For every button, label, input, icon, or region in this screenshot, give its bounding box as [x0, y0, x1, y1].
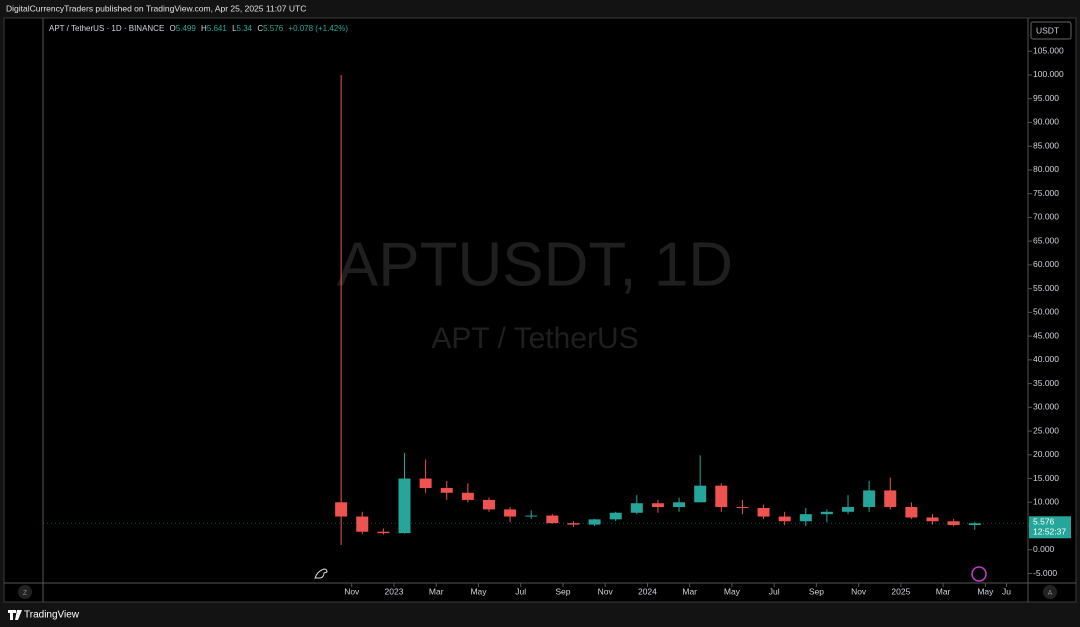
candle-body — [694, 485, 707, 503]
brand: TradingView — [24, 610, 80, 621]
candle-body — [335, 502, 348, 517]
chart-pane — [3, 17, 1077, 603]
legend-label: L — [232, 24, 237, 33]
y-tick-label: 0.000 — [1033, 544, 1055, 554]
x-tick-label: Mar — [429, 586, 444, 596]
watermark: APTUSDT, 1D — [337, 230, 733, 299]
x-tick-label: Nov — [851, 586, 867, 596]
countdown: 12:52:37 — [1033, 527, 1066, 537]
legend-value: 5.576 — [263, 24, 284, 33]
x-tick-label: Ju — [1002, 586, 1011, 596]
y-tick-label: 75.000 — [1033, 188, 1059, 198]
candle-body — [588, 519, 601, 525]
y-tick-label: 50.000 — [1033, 307, 1059, 317]
candle-body — [630, 503, 643, 513]
legend-value: 5.34 — [237, 24, 253, 33]
y-tick-label: 70.000 — [1033, 212, 1059, 222]
y-tick-label: 60.000 — [1033, 259, 1059, 269]
candle-body — [673, 502, 686, 508]
x-tick-label: May — [977, 586, 994, 596]
legend-change: +0.078 (+1.42%) — [288, 24, 348, 33]
legend-value: 5.499 — [176, 24, 197, 33]
candle-body — [461, 492, 474, 500]
tv-logo — [8, 610, 22, 620]
dino-icon — [314, 568, 328, 579]
candle-body — [757, 507, 770, 517]
candle-body — [884, 490, 897, 508]
x-tick-label: May — [470, 586, 487, 596]
y-tick-label: 85.000 — [1033, 140, 1059, 150]
x-tick-label: Sep — [555, 586, 570, 596]
candle-body — [947, 521, 960, 526]
currency-button[interactable] — [1030, 21, 1072, 40]
candle-body — [567, 523, 580, 525]
auto-label: A — [1048, 590, 1053, 597]
candle-body — [926, 517, 939, 522]
watermark-sub: APT / TetherUS — [431, 322, 638, 355]
x-tick-label: 2024 — [638, 586, 657, 596]
candle-body — [504, 509, 517, 517]
y-tick-label: 90.000 — [1033, 117, 1059, 127]
x-tick-label: Sep — [809, 586, 824, 596]
candle-body — [863, 490, 876, 508]
candle-body — [651, 503, 664, 508]
legend-value: 5.641 — [207, 24, 228, 33]
currency: USDT — [1036, 25, 1059, 35]
x-tick-label: Mar — [682, 586, 697, 596]
y-tick-label: 80.000 — [1033, 164, 1059, 174]
y-tick-label: 10.000 — [1033, 497, 1059, 507]
candle-body — [482, 499, 495, 510]
legend-label: O — [170, 24, 176, 33]
candle-body — [842, 507, 855, 512]
x-tick-label: Jul — [515, 586, 526, 596]
y-tick-label: 25.000 — [1033, 425, 1059, 435]
event-icon[interactable] — [971, 566, 987, 582]
y-tick-label: 95.000 — [1033, 93, 1059, 103]
x-tick-label: Nov — [598, 586, 614, 596]
y-tick-label: 55.000 — [1033, 283, 1059, 293]
legend: APT / TetherUS · 1D · BINANCE O5.499 H5.… — [49, 24, 348, 33]
candle-body — [799, 514, 812, 522]
legend-label: C — [257, 24, 263, 33]
candle-body — [736, 507, 749, 509]
x-tick-label: Nov — [344, 586, 360, 596]
y-tick-label: 30.000 — [1033, 402, 1059, 412]
y-tick-label: 45.000 — [1033, 330, 1059, 340]
y-tick-label: 20.000 — [1033, 449, 1059, 459]
candle-body — [820, 511, 833, 515]
candle-body — [525, 515, 538, 517]
legend-label: H — [201, 24, 207, 33]
price-tag — [1029, 516, 1071, 539]
candle-body — [356, 516, 369, 532]
x-tick-label: Jul — [769, 586, 780, 596]
y-tick-label: 65.000 — [1033, 235, 1059, 245]
auto-button[interactable] — [1043, 585, 1057, 599]
legend-symbol: APT / TetherUS · 1D · BINANCE — [49, 24, 164, 33]
candle-body — [377, 531, 390, 534]
y-tick-label: 100.000 — [1033, 69, 1064, 79]
x-tick-label: May — [724, 586, 741, 596]
y-tick-label: 105.000 — [1033, 45, 1064, 55]
candle-body — [778, 516, 791, 522]
candle-body — [905, 507, 918, 518]
candle-body — [398, 478, 411, 534]
y-tick-label: 15.000 — [1033, 473, 1059, 483]
candle-body — [609, 512, 622, 520]
candle-body — [715, 485, 728, 508]
y-tick-label: -5.000 — [1033, 568, 1057, 578]
header: DigitalCurrencyTraders published on Trad… — [6, 3, 306, 13]
candle-body — [546, 515, 559, 524]
candle-body — [968, 523, 981, 526]
price-tag-value: 5.576 — [1033, 517, 1055, 527]
y-tick-label: 35.000 — [1033, 378, 1059, 388]
zoom-button[interactable] — [18, 585, 32, 599]
x-tick-label: 2023 — [385, 586, 404, 596]
zoom-label: Z — [23, 590, 28, 597]
candle-body — [440, 488, 453, 493]
x-tick-label: Mar — [936, 586, 951, 596]
x-tick-label: 2025 — [891, 586, 910, 596]
y-tick-label: 40.000 — [1033, 354, 1059, 364]
candle-body — [419, 478, 432, 489]
